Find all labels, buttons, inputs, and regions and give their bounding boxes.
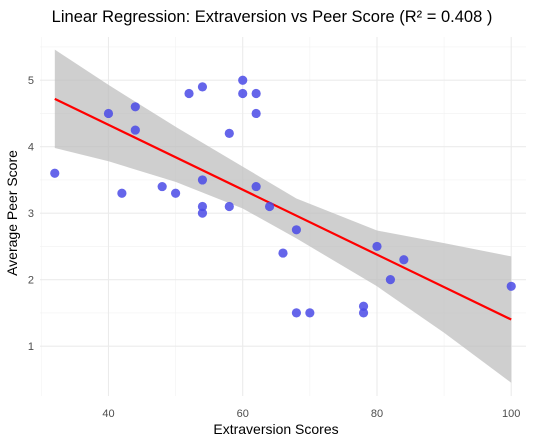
data-point xyxy=(197,82,208,92)
minor-gridlines xyxy=(40,37,526,396)
data-point xyxy=(291,225,302,235)
data-point xyxy=(224,201,234,212)
data-point xyxy=(103,108,114,119)
x-tick-label: 80 xyxy=(371,408,383,420)
data-point xyxy=(157,181,167,192)
y-tick-label: 2 xyxy=(28,275,34,287)
chart-title: Linear Regression: Extraversion vs Peer … xyxy=(52,8,493,26)
y-axis-title: Average Peer Score xyxy=(4,150,20,276)
data-point xyxy=(251,88,261,99)
x-tick-label: 40 xyxy=(102,408,114,420)
y-tick-label: 4 xyxy=(28,142,34,154)
data-point xyxy=(130,125,140,135)
x-tick-label: 100 xyxy=(502,408,520,420)
data-point xyxy=(399,255,409,265)
data-point xyxy=(251,108,261,119)
data-point xyxy=(291,308,302,318)
data-point xyxy=(358,308,369,318)
y-tick-label: 5 xyxy=(28,75,34,87)
data-point xyxy=(238,75,248,85)
data-point xyxy=(264,201,275,212)
confidence-band xyxy=(54,49,512,383)
data-point xyxy=(197,201,208,212)
regression-line-layer xyxy=(54,97,512,321)
regression-line xyxy=(54,97,512,321)
data-point xyxy=(130,102,140,112)
y-tick-label: 3 xyxy=(28,208,34,220)
data-point xyxy=(385,275,396,285)
data-point xyxy=(197,208,208,218)
y-tick-label: 1 xyxy=(28,341,34,353)
confidence-band-layer xyxy=(54,49,512,383)
data-point xyxy=(305,308,315,318)
data-point xyxy=(117,188,127,198)
x-tick-labels: 40 60 80 100 xyxy=(102,408,520,420)
data-point xyxy=(170,188,181,198)
data-point xyxy=(197,175,208,185)
data-point xyxy=(224,128,234,138)
x-axis-title: Extraversion Scores xyxy=(213,421,338,437)
data-point xyxy=(506,281,516,291)
x-tick-label: 60 xyxy=(237,408,249,420)
y-tick-labels: 1 2 3 4 5 xyxy=(28,75,34,353)
data-point xyxy=(358,301,369,311)
data-point xyxy=(251,181,261,192)
data-point xyxy=(184,88,194,99)
data-point xyxy=(238,88,248,99)
data-point xyxy=(372,241,382,252)
data-point xyxy=(50,168,60,178)
data-points xyxy=(50,75,516,318)
data-point xyxy=(278,248,288,258)
